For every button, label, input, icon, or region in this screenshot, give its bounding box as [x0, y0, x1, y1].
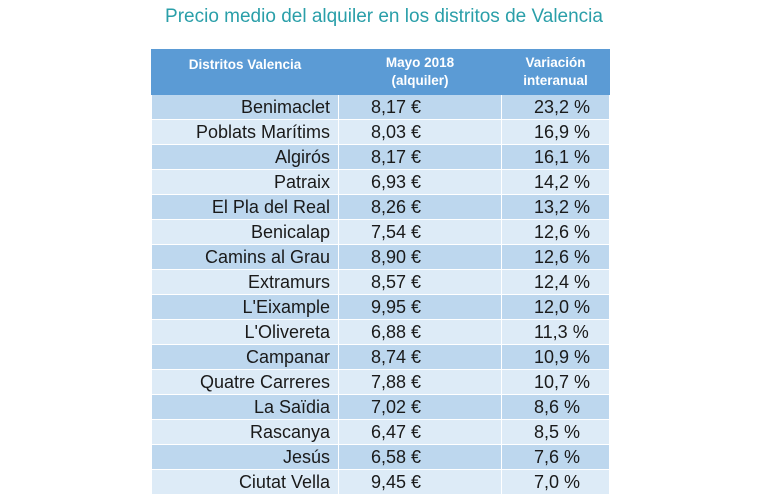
- header-price-line2: (alquiler): [391, 73, 449, 88]
- table-row: Benimaclet 8,17 €23,2 %: [151, 94, 610, 120]
- price-cell: 9,95 €: [338, 294, 502, 320]
- table-row: Algirós 8,17 €16,1 %: [151, 144, 610, 170]
- table-row: Patraix 6,93 €14,2 %: [151, 169, 610, 195]
- district-cell: Benimaclet: [151, 94, 339, 120]
- district-cell: Benicalap: [151, 219, 339, 245]
- district-cell: Algirós: [151, 144, 339, 170]
- variation-cell: 11,3 %: [501, 319, 610, 345]
- price-cell: 8,90 €: [338, 244, 502, 270]
- price-cell: 7,88 €: [338, 369, 502, 395]
- table-row: Extramurs 8,57 €12,4 %: [151, 269, 610, 295]
- price-cell: 6,47 €: [338, 419, 502, 445]
- price-cell: 6,93 €: [338, 169, 502, 195]
- district-cell: Poblats Marítims: [151, 119, 339, 145]
- header-price-line1: Mayo 2018: [385, 55, 455, 70]
- header-variation: Variación interanual: [501, 49, 610, 95]
- district-cell: Extramurs: [151, 269, 339, 295]
- district-cell: Ciutat Vella: [151, 469, 339, 495]
- price-cell: 6,58 €: [338, 444, 502, 470]
- price-cell: 8,17 €: [338, 94, 502, 120]
- table-row: Benicalap 7,54 €12,6 %: [151, 219, 610, 245]
- price-cell: 8,74 €: [338, 344, 502, 370]
- variation-cell: 7,0 %: [501, 469, 610, 495]
- district-cell: L'Eixample: [151, 294, 339, 320]
- table-row: Poblats Marítims 8,03 €16,9 %: [151, 119, 610, 145]
- table-row: Jesús 6,58 €7,6 %: [151, 444, 610, 470]
- variation-cell: 8,6 %: [501, 394, 610, 420]
- table-row: La Saïdia 7,02 €8,6 %: [151, 394, 610, 420]
- table-row: Ciutat Vella 9,45 €7,0 %: [151, 469, 610, 495]
- price-cell: 7,02 €: [338, 394, 502, 420]
- variation-cell: 14,2 %: [501, 169, 610, 195]
- price-cell: 8,26 €: [338, 194, 502, 220]
- variation-cell: 8,5 %: [501, 419, 610, 445]
- price-cell: 8,57 €: [338, 269, 502, 295]
- variation-cell: 12,6 %: [501, 244, 610, 270]
- variation-cell: 23,2 %: [501, 94, 610, 120]
- district-cell: Camins al Grau: [151, 244, 339, 270]
- header-variation-line1: Variación: [525, 55, 586, 70]
- district-cell: Campanar: [151, 344, 339, 370]
- table-row: L'Olivereta 6,88 €11,3 %: [151, 319, 610, 345]
- district-cell: L'Olivereta: [151, 319, 339, 345]
- district-cell: Patraix: [151, 169, 339, 195]
- table-row: El Pla del Real 8,26 €13,2 %: [151, 194, 610, 220]
- variation-cell: 12,6 %: [501, 219, 610, 245]
- variation-cell: 16,9 %: [501, 119, 610, 145]
- district-cell: Rascanya: [151, 419, 339, 445]
- header-variation-line2: interanual: [523, 73, 588, 88]
- price-cell: 6,88 €: [338, 319, 502, 345]
- table-header-row: Distritos Valencia Mayo 2018 (alquiler) …: [151, 49, 610, 95]
- district-cell: El Pla del Real: [151, 194, 339, 220]
- header-price: Mayo 2018 (alquiler): [338, 49, 502, 95]
- page-title: Precio medio del alquiler en los distrit…: [165, 6, 603, 27]
- header-district: Distritos Valencia: [151, 49, 339, 95]
- table-row: Rascanya 6,47 €8,5 %: [151, 419, 610, 445]
- price-cell: 8,17 €: [338, 144, 502, 170]
- rent-table: Distritos Valencia Mayo 2018 (alquiler) …: [151, 49, 610, 495]
- variation-cell: 10,9 %: [501, 344, 610, 370]
- variation-cell: 10,7 %: [501, 369, 610, 395]
- variation-cell: 16,1 %: [501, 144, 610, 170]
- district-cell: Jesús: [151, 444, 339, 470]
- table-row: L'Eixample 9,95 €12,0 %: [151, 294, 610, 320]
- header-district-label: Distritos Valencia: [188, 57, 302, 72]
- table-row: Campanar 8,74 €10,9 %: [151, 344, 610, 370]
- variation-cell: 13,2 %: [501, 194, 610, 220]
- district-cell: La Saïdia: [151, 394, 339, 420]
- price-cell: 9,45 €: [338, 469, 502, 495]
- price-cell: 8,03 €: [338, 119, 502, 145]
- table-row: Camins al Grau 8,90 €12,6 %: [151, 244, 610, 270]
- table-row: Quatre Carreres 7,88 €10,7 %: [151, 369, 610, 395]
- district-cell: Quatre Carreres: [151, 369, 339, 395]
- price-cell: 7,54 €: [338, 219, 502, 245]
- variation-cell: 12,0 %: [501, 294, 610, 320]
- variation-cell: 7,6 %: [501, 444, 610, 470]
- variation-cell: 12,4 %: [501, 269, 610, 295]
